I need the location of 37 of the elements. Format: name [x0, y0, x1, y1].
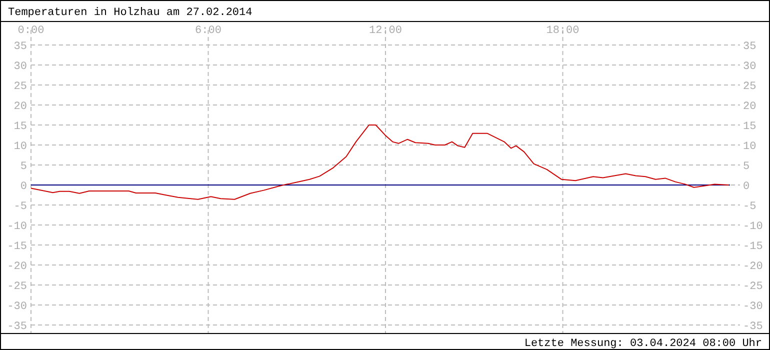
x-tick-label: 6:00: [195, 25, 222, 37]
y-tick-label: 25: [14, 81, 27, 93]
y-tick-label: -5: [14, 201, 27, 213]
line-series: [30, 124, 729, 200]
y2-tick-label: 35: [743, 41, 756, 53]
y2-tick-label: -25: [743, 281, 763, 293]
y2-tick-label: 10: [743, 141, 756, 153]
y2-tick-label: 30: [743, 61, 756, 73]
y-tick-label: 30: [14, 61, 27, 73]
x-tick-label: 0:00: [18, 25, 44, 37]
y-tick-label: 35: [14, 41, 27, 53]
y-tick-label: 0: [20, 181, 27, 193]
y-tick-label: -35: [7, 321, 27, 333]
y-tick-label: -10: [7, 221, 27, 233]
y2-tick-label: -20: [743, 261, 763, 273]
y2-tick-label: 0: [743, 181, 750, 193]
y-tick-label: 20: [14, 101, 27, 113]
x-tick-label: 12:00: [368, 25, 402, 37]
y2-tick-label: 25: [743, 81, 756, 93]
y2-tick-label: 5: [743, 161, 750, 173]
y-tick-label: 5: [20, 161, 27, 173]
y-tick-label: 15: [14, 121, 27, 133]
y-tick-label: -30: [7, 301, 27, 313]
y-tick-label: 10: [14, 141, 27, 153]
y-tick-label: -25: [7, 281, 27, 293]
y2-tick-label: 15: [743, 121, 756, 133]
y2-tick-label: -30: [743, 301, 763, 313]
y-tick-label: -15: [7, 241, 27, 253]
y-tick-label: -20: [7, 261, 27, 273]
y2-tick-label: -10: [743, 221, 763, 233]
x-tick-label: 18:00: [546, 25, 580, 37]
y2-tick-label: -35: [743, 321, 763, 333]
y2-tick-label: -5: [743, 201, 756, 213]
text: Letzte Messung: 03.04.2024 08:00 Uhr: [524, 338, 762, 350]
y2-tick-label: -15: [743, 241, 763, 253]
y2-tick-label: 20: [743, 101, 756, 113]
chart-title: Temperaturen in Holzhau am 27.02.2014: [8, 7, 253, 19]
